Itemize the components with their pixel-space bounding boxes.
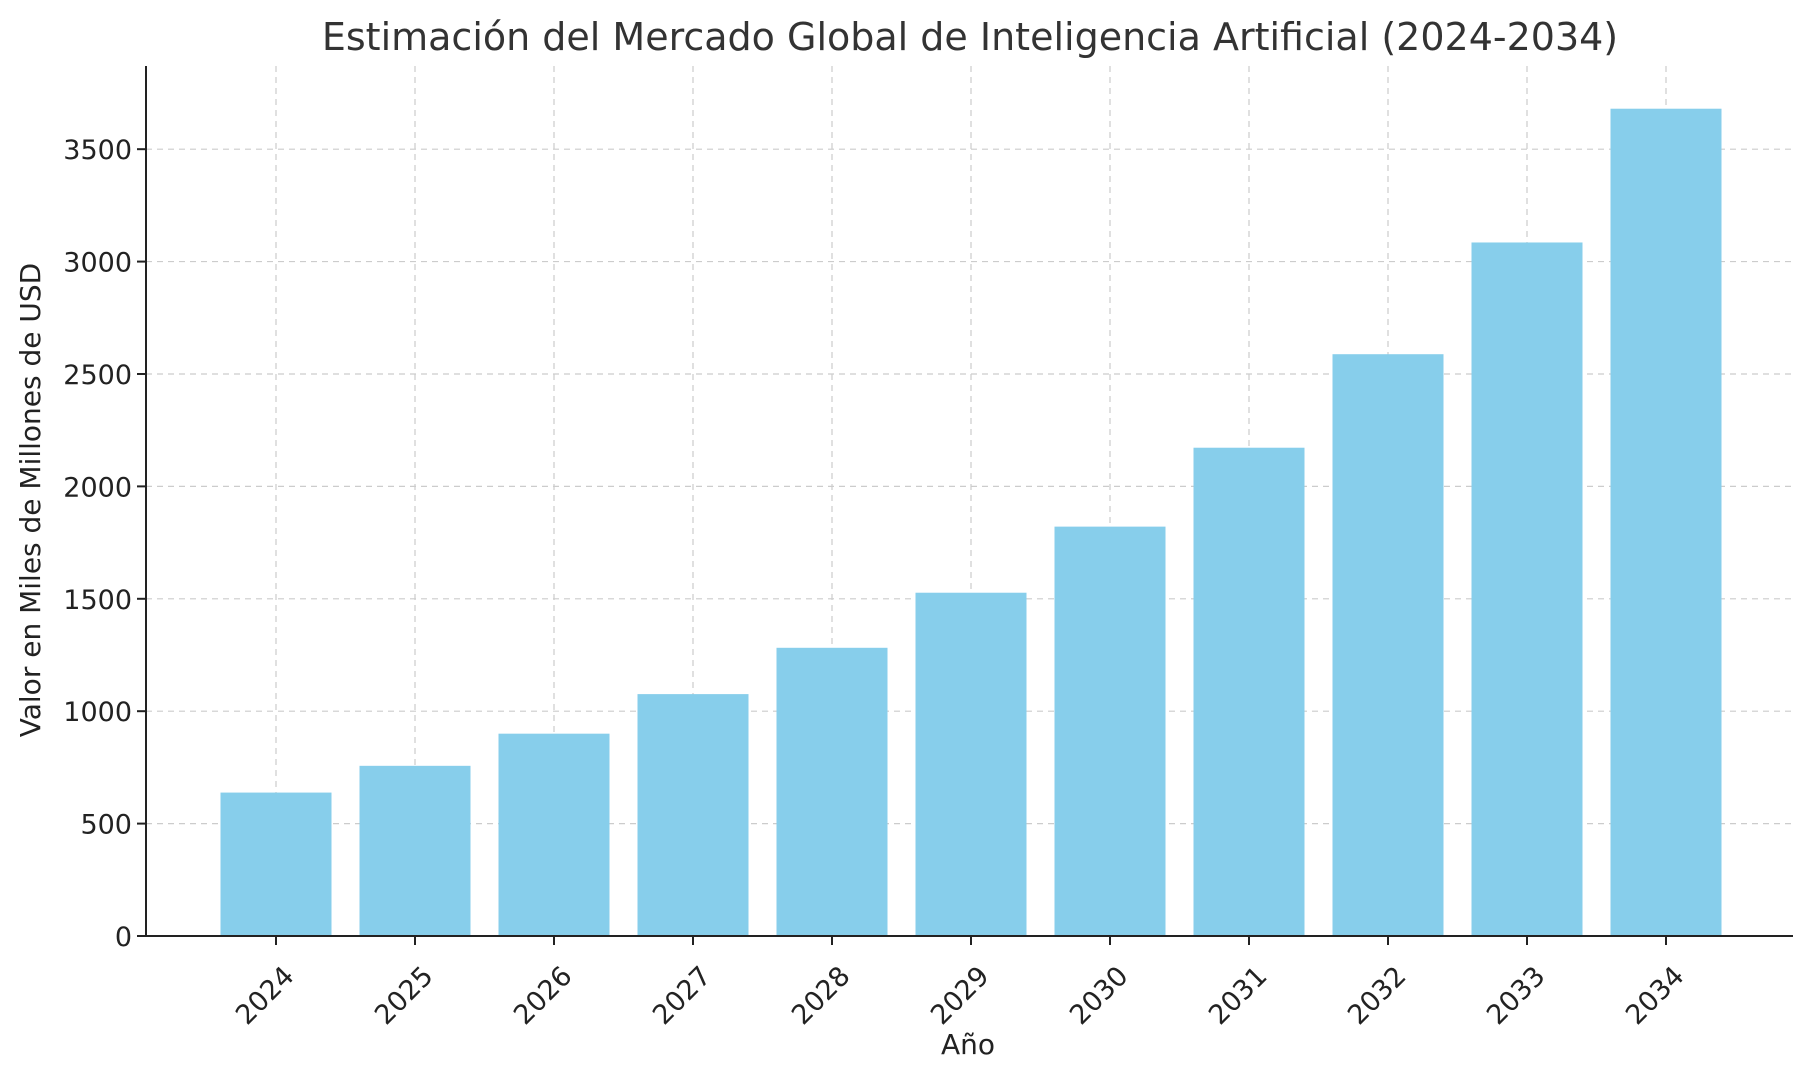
y-tick-label: 500: [80, 810, 132, 841]
x-tick-label: 2031: [1203, 961, 1274, 1032]
y-tick-label: 2500: [63, 360, 132, 391]
y-tick-label: 1500: [63, 585, 132, 616]
x-tick-label: 2028: [786, 961, 857, 1032]
bar: [1610, 108, 1722, 936]
x-tick-label: 2027: [647, 961, 718, 1032]
x-tick-label: 2033: [1481, 961, 1552, 1032]
y-axis-label: Valor en Miles de Millones de USD: [14, 263, 47, 737]
x-tick-label: 2024: [230, 961, 301, 1032]
y-tick-label: 1000: [63, 697, 132, 728]
y-tick-label: 3000: [63, 248, 132, 279]
x-tick-label: 2026: [508, 961, 579, 1032]
bars: [220, 108, 1722, 936]
bar: [359, 765, 471, 936]
bar: [1332, 354, 1444, 936]
bar: [1471, 242, 1583, 936]
x-tick-labels: 2024 2025 2026 2027 2028 2029 2030 2031 2032 2033…: [230, 961, 1691, 1032]
y-tick-label: 0: [115, 922, 132, 953]
x-tick-label: 2025: [369, 961, 440, 1032]
y-tick-labels: 0 500 1000 1500 2000 2500 3000 3500: [63, 135, 132, 953]
bar: [637, 694, 749, 936]
x-tick-label: 2034: [1620, 961, 1691, 1032]
x-tick-label: 2032: [1342, 961, 1413, 1032]
y-tick-label: 3500: [63, 135, 132, 166]
bar: [498, 733, 610, 936]
x-tick-label: 2030: [1064, 961, 1135, 1032]
x-axis-label: Año: [941, 1028, 995, 1061]
bar: [1054, 526, 1166, 936]
axes: [137, 66, 1793, 945]
bar: [1193, 447, 1305, 936]
y-tick-label: 2000: [63, 472, 132, 503]
bar: [915, 592, 1027, 936]
bar: [776, 647, 888, 936]
x-tick-label: 2029: [925, 961, 996, 1032]
chart-title: Estimación del Mercado Global de Intelig…: [322, 15, 1618, 59]
bar: [220, 792, 332, 936]
